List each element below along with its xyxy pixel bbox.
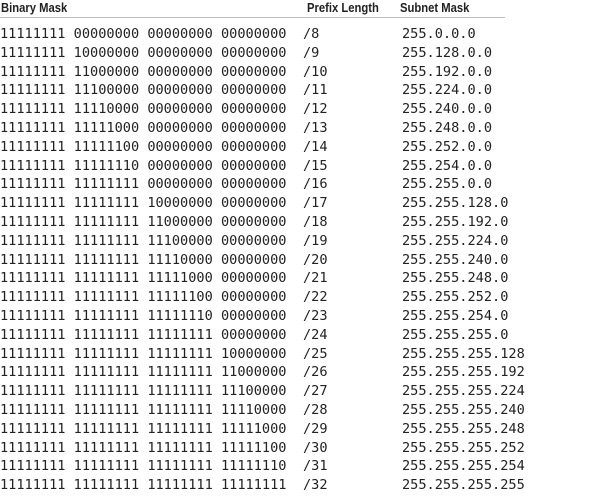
- binary-mask-cell: 11111111 11111111 11111111 11111000: [0, 420, 287, 437]
- subnet-mask-cell: 255.255.224.0: [402, 232, 509, 249]
- subnet-mask-cell: 255.255.252.0: [402, 289, 509, 306]
- binary-mask-cell: 11111111 11111111 11111111 11111111: [0, 477, 287, 494]
- prefix-length-cell: /19: [303, 232, 328, 249]
- subnet-mask-cell: 255.255.255.0: [402, 326, 509, 343]
- subnet-mask-cell: 255.240.0.0: [402, 101, 493, 118]
- binary-mask-cell: 11111111 11110000 00000000 00000000: [0, 101, 287, 118]
- subnet-mask-cell: 255.255.240.0: [402, 251, 509, 268]
- header-binary-mask: Binary Mask: [1, 1, 68, 15]
- subnet-mask-cell: 255.255.255.255: [402, 477, 525, 494]
- binary-mask-cell: 11111111 11111100 00000000 00000000: [0, 138, 287, 155]
- prefix-length-cell: /22: [303, 289, 328, 306]
- subnet-mask-cell: 255.255.255.224: [402, 383, 525, 400]
- prefix-length-cell: /17: [303, 195, 328, 212]
- subnet-mask-cell: 255.248.0.0: [402, 119, 493, 136]
- prefix-length-cell: /23: [303, 307, 328, 324]
- prefix-length-cell: /12: [303, 101, 328, 118]
- prefix-length-cell: /15: [303, 157, 328, 174]
- prefix-length-cell: /11: [303, 82, 328, 99]
- binary-mask-cell: 11111111 11111111 11111111 10000000: [0, 345, 287, 362]
- binary-mask-cell: 11111111 11111111 11110000 00000000: [0, 251, 287, 268]
- binary-mask-cell: 11111111 11111111 11111111 00000000: [0, 326, 287, 343]
- subnet-mask-cell: 255.255.255.192: [402, 364, 525, 381]
- subnet-mask-cell: 255.255.248.0: [402, 270, 509, 287]
- subnet-mask-cell: 255.252.0.0: [402, 138, 493, 155]
- binary-mask-cell: 11111111 11111111 11111111 11111110: [0, 458, 287, 475]
- binary-mask-cell: 11111111 11111111 11111111 11100000: [0, 383, 287, 400]
- prefix-length-cell: /13: [303, 119, 328, 136]
- prefix-length-cell: /26: [303, 364, 328, 381]
- prefix-length-cell: /16: [303, 176, 328, 193]
- binary-mask-cell: 11111111 11111111 11111100 00000000: [0, 289, 287, 306]
- binary-mask-cell: 11111111 00000000 00000000 00000000: [0, 26, 287, 42]
- prefix-length-cell: /9: [303, 44, 320, 61]
- subnet-mask-cell: 255.254.0.0: [402, 157, 493, 174]
- subnet-mask-cell: 255.255.255.240: [402, 401, 525, 418]
- prefix-length-cell: /10: [303, 63, 328, 80]
- prefix-length-cell: /28: [303, 401, 328, 418]
- subnet-mask-cell: 255.255.192.0: [402, 213, 509, 230]
- binary-mask-cell: 11111111 11111111 11111111 11111100: [0, 439, 287, 456]
- binary-mask-cell: 11111111 10000000 00000000 00000000: [0, 44, 287, 61]
- subnet-mask-cell: 255.255.255.254: [402, 458, 525, 475]
- binary-mask-cell: 11111111 11111111 11111111 11000000: [0, 364, 287, 381]
- binary-mask-cell: 11111111 11111111 11111111 11110000: [0, 401, 287, 418]
- binary-mask-cell: 11111111 11111000 00000000 00000000: [0, 119, 287, 136]
- header-subnet-mask: Subnet Mask: [400, 1, 470, 15]
- binary-mask-cell: 11111111 11000000 00000000 00000000: [0, 63, 287, 80]
- binary-mask-cell: 11111111 11111111 11111000 00000000: [0, 270, 287, 287]
- prefix-length-cell: /14: [303, 138, 328, 155]
- prefix-length-cell: /27: [303, 383, 328, 400]
- binary-mask-cell: 11111111 11111111 11000000 00000000: [0, 213, 287, 230]
- subnet-mask-cell: 255.224.0.0: [402, 82, 493, 99]
- subnet-mask-cell: 255.255.254.0: [402, 307, 509, 324]
- subnet-mask-cell: 255.192.0.0: [402, 63, 493, 80]
- prefix-length-cell: /8: [303, 26, 320, 42]
- subnet-mask-cell: 255.255.255.252: [402, 439, 525, 456]
- prefix-length-cell: /31: [303, 458, 328, 475]
- header-divider: [0, 17, 505, 18]
- prefix-length-cell: /30: [303, 439, 328, 456]
- binary-mask-cell: 11111111 11111110 00000000 00000000: [0, 157, 287, 174]
- prefix-length-cell: /20: [303, 251, 328, 268]
- binary-mask-cell: 11111111 11100000 00000000 00000000: [0, 82, 287, 99]
- prefix-length-cell: /25: [303, 345, 328, 362]
- binary-mask-cell: 11111111 11111111 11100000 00000000: [0, 232, 287, 249]
- subnet-mask-cell: 255.255.255.128: [402, 345, 525, 362]
- prefix-length-cell: /24: [303, 326, 328, 343]
- binary-mask-cell: 11111111 11111111 00000000 00000000: [0, 176, 287, 193]
- subnet-mask-cell: 255.255.128.0: [402, 195, 509, 212]
- prefix-length-cell: /29: [303, 420, 328, 437]
- subnet-mask-cell: 255.255.255.248: [402, 420, 525, 437]
- subnet-mask-cell: 255.0.0.0: [402, 26, 476, 42]
- prefix-length-cell: /21: [303, 270, 328, 287]
- subnet-mask-cell: 255.255.0.0: [402, 176, 493, 193]
- subnet-mask-cell: 255.128.0.0: [402, 44, 493, 61]
- header-prefix-length: Prefix Length: [307, 1, 379, 15]
- prefix-length-cell: /18: [303, 213, 328, 230]
- binary-mask-cell: 11111111 11111111 11111110 00000000: [0, 307, 287, 324]
- prefix-length-cell: /32: [303, 477, 328, 494]
- binary-mask-cell: 11111111 11111111 10000000 00000000: [0, 195, 287, 212]
